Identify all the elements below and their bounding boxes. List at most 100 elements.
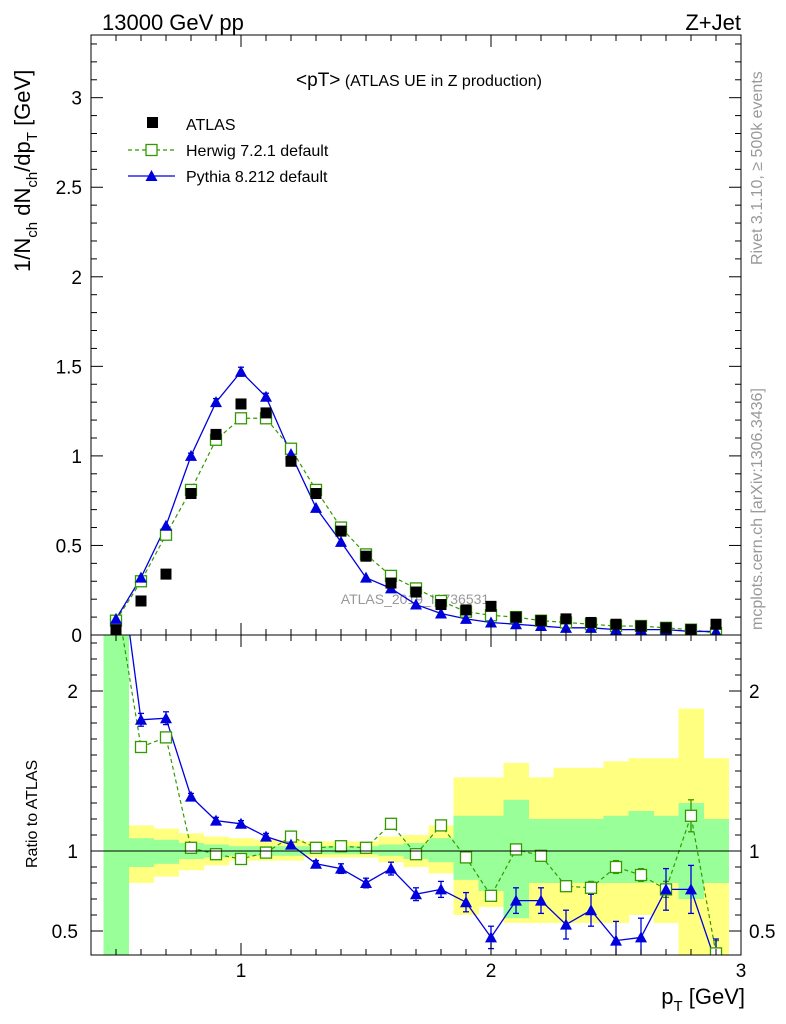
y-axis-label-sub-ch-2: ch — [24, 172, 41, 188]
plot-title-observable: <pT> — [296, 70, 340, 91]
plot-title-description: (ATLAS UE in Z production) — [340, 73, 542, 90]
legend-label-herwig: Herwig 7.2.1 default — [186, 143, 329, 160]
legend-marker-pythia — [145, 170, 158, 181]
pythia-point — [185, 449, 197, 461]
y-tick-label: 1.5 — [56, 357, 82, 378]
ratio-y-tick-label-right: 1 — [749, 842, 760, 863]
herwig-ratio-point — [359, 841, 373, 854]
x-axis-label-unit: [GeV] — [683, 984, 745, 1009]
atlas-data-point — [210, 428, 222, 440]
atlas-data-point — [460, 604, 472, 616]
pythia-point — [135, 571, 147, 583]
y-axis-label-part-a: 1/N — [10, 238, 35, 272]
herwig-ratio-point — [484, 889, 498, 902]
pythia-ratio-point — [610, 934, 622, 946]
mcplots-label: mcplots.cern.ch [arXiv:1306.3436] — [749, 388, 766, 630]
pythia-ratio-point — [410, 888, 422, 900]
pythia-ratio-point — [635, 931, 647, 943]
atlas-data-point — [435, 599, 447, 611]
legend: ATLAS Herwig 7.2.1 default Pythia 8.212 … — [128, 117, 329, 186]
atlas-data-point — [260, 407, 272, 419]
atlas-data-point — [585, 616, 597, 628]
ratio-y-tick-label: 1 — [67, 842, 78, 863]
herwig-ratio-point — [234, 852, 248, 866]
atlas-data-point — [710, 618, 722, 630]
process-label: Z+Jet — [685, 10, 741, 35]
pythia-ratio-point — [535, 894, 547, 906]
x-axis-label-p: p — [661, 984, 673, 1009]
herwig-ratio-point — [584, 881, 598, 894]
atlas-data-point — [235, 398, 247, 410]
pythia-point — [510, 618, 522, 630]
pythia-ratio-point — [360, 877, 372, 888]
y-tick-label: 3 — [71, 89, 82, 110]
pythia-ratio-point — [185, 790, 197, 802]
herwig-ratio-point — [609, 860, 623, 874]
legend-label-pythia: Pythia 8.212 default — [186, 169, 328, 186]
ratio-y-tick-label-right: 2 — [749, 682, 760, 703]
herwig-ratio-point — [209, 848, 223, 861]
y-tick-label: 0.5 — [56, 536, 82, 557]
pythia-ratio-point — [710, 957, 722, 968]
stat-uncertainty-band — [428, 838, 454, 863]
y-axis-label-part-e: /dp — [10, 141, 35, 172]
pythia-ratio-point — [160, 712, 172, 724]
atlas-data-point — [285, 455, 297, 467]
pythia-point — [435, 607, 447, 619]
x-tick-label: 2 — [486, 961, 497, 982]
stat-uncertainty-band — [128, 838, 154, 867]
pythia-point — [485, 616, 497, 628]
atlas-data-point — [160, 568, 172, 580]
atlas-data-point — [360, 550, 372, 562]
ratio-y-tick-label: 0.5 — [52, 922, 78, 943]
x-tick-label: 3 — [736, 961, 747, 982]
herwig-ratio-point — [534, 849, 548, 862]
pythia-point — [160, 519, 172, 531]
stat-uncertainty-band — [103, 635, 129, 955]
pythia-ratio-point — [385, 862, 397, 874]
herwig-ratio-point — [509, 843, 523, 856]
ratio-plot-data — [121, 635, 723, 968]
x-axis-label: pT [GeV] — [661, 984, 745, 1015]
pythia-point — [235, 365, 247, 377]
pythia-point — [410, 598, 422, 610]
herwig-ratio-point — [309, 841, 323, 854]
pythia-ratio-point — [660, 883, 672, 895]
herwig-ratio-point — [159, 731, 173, 744]
pythia-ratio-point — [260, 830, 272, 842]
herwig-point — [159, 528, 173, 541]
analysis-watermark: ATLAS_2019_I1736531 — [341, 591, 490, 607]
y-axis-label-sub-t: T — [24, 132, 41, 141]
atlas-data-point — [510, 611, 522, 623]
atlas-data-point — [635, 620, 647, 632]
pythia-ratio-point — [235, 817, 247, 829]
legend-marker-atlas — [147, 117, 158, 128]
herwig-ratio-point — [634, 868, 648, 882]
pythia-point — [260, 390, 272, 402]
pythia-point — [110, 612, 122, 624]
herwig-ratio-point — [459, 851, 473, 864]
atlas-data-point — [485, 600, 497, 612]
atlas-data-point — [410, 586, 422, 598]
atlas-data-point — [335, 525, 347, 537]
pythia-ratio-point — [310, 857, 322, 869]
atlas-data-point — [385, 577, 397, 589]
y-axis-label-part-c: dN — [10, 188, 35, 222]
pythia-point — [335, 535, 347, 547]
y-axis-label: 1/Nch dNch/dpT [GeV] — [10, 70, 41, 272]
herwig-ratio-point — [384, 817, 398, 830]
y-tick-label: 0 — [71, 626, 82, 647]
atlas-data-point — [135, 595, 147, 607]
pythia-ratio-point — [485, 931, 497, 943]
ratio-plot-panel: 0.5 0.5 1 1 2 2 1 2 3 — [52, 634, 775, 982]
atlas-data-point — [560, 613, 572, 625]
ratio-plot-axes: 0.5 0.5 1 1 2 2 1 2 3 — [52, 635, 775, 982]
pythia-point — [310, 501, 322, 513]
pythia-ratio-point — [460, 896, 472, 908]
pythia-point — [360, 571, 372, 583]
x-tick-label: 1 — [236, 961, 247, 982]
legend-marker-herwig — [145, 143, 158, 157]
stat-uncertainty-band — [153, 839, 179, 864]
pythia-point — [460, 612, 472, 624]
